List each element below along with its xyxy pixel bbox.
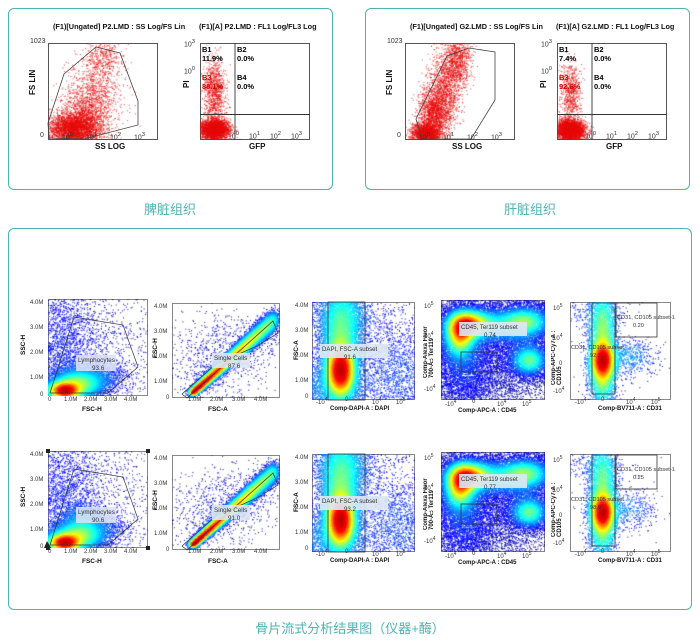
svg-text:DAPI, FSC-A subset: DAPI, FSC-A subset — [322, 498, 378, 505]
svg-text:98.9: 98.9 — [590, 505, 601, 511]
svg-text:DAPI, FSC-A subset: DAPI, FSC-A subset — [322, 346, 378, 353]
svg-text:CD31, CD105 subset: CD31, CD105 subset — [571, 497, 624, 503]
svg-text:0.20: 0.20 — [633, 323, 644, 329]
svg-text:CD31, CD105 subset-1: CD31, CD105 subset-1 — [617, 467, 675, 473]
svg-text:CD31, CD105 subset: CD31, CD105 subset — [571, 345, 624, 351]
svg-text:Single Cells: Single Cells — [214, 507, 247, 514]
svg-text:92.7: 92.7 — [590, 353, 601, 359]
svg-text:90.6: 90.6 — [92, 517, 105, 524]
svg-text:CD45, Ter119 subset: CD45, Ter119 subset — [461, 324, 518, 331]
svg-text:CD31, CD105 subset-1: CD31, CD105 subset-1 — [617, 315, 675, 321]
svg-text:CD45, Ter119 subset: CD45, Ter119 subset — [461, 476, 518, 483]
svg-text:0.74: 0.74 — [484, 332, 496, 339]
svg-text:91.0: 91.0 — [228, 515, 241, 522]
svg-text:91.6: 91.6 — [344, 354, 356, 361]
svg-text:93.6: 93.6 — [92, 365, 105, 372]
svg-text:Single Cells: Single Cells — [214, 355, 247, 362]
svg-text:Lymphocytes: Lymphocytes — [78, 357, 115, 364]
svg-text:93.2: 93.2 — [344, 506, 356, 513]
svg-text:Lymphocytes: Lymphocytes — [78, 509, 115, 516]
svg-text:87.6: 87.6 — [228, 363, 241, 370]
svg-text:0.25: 0.25 — [633, 475, 644, 481]
svg-text:0.77: 0.77 — [484, 484, 496, 491]
